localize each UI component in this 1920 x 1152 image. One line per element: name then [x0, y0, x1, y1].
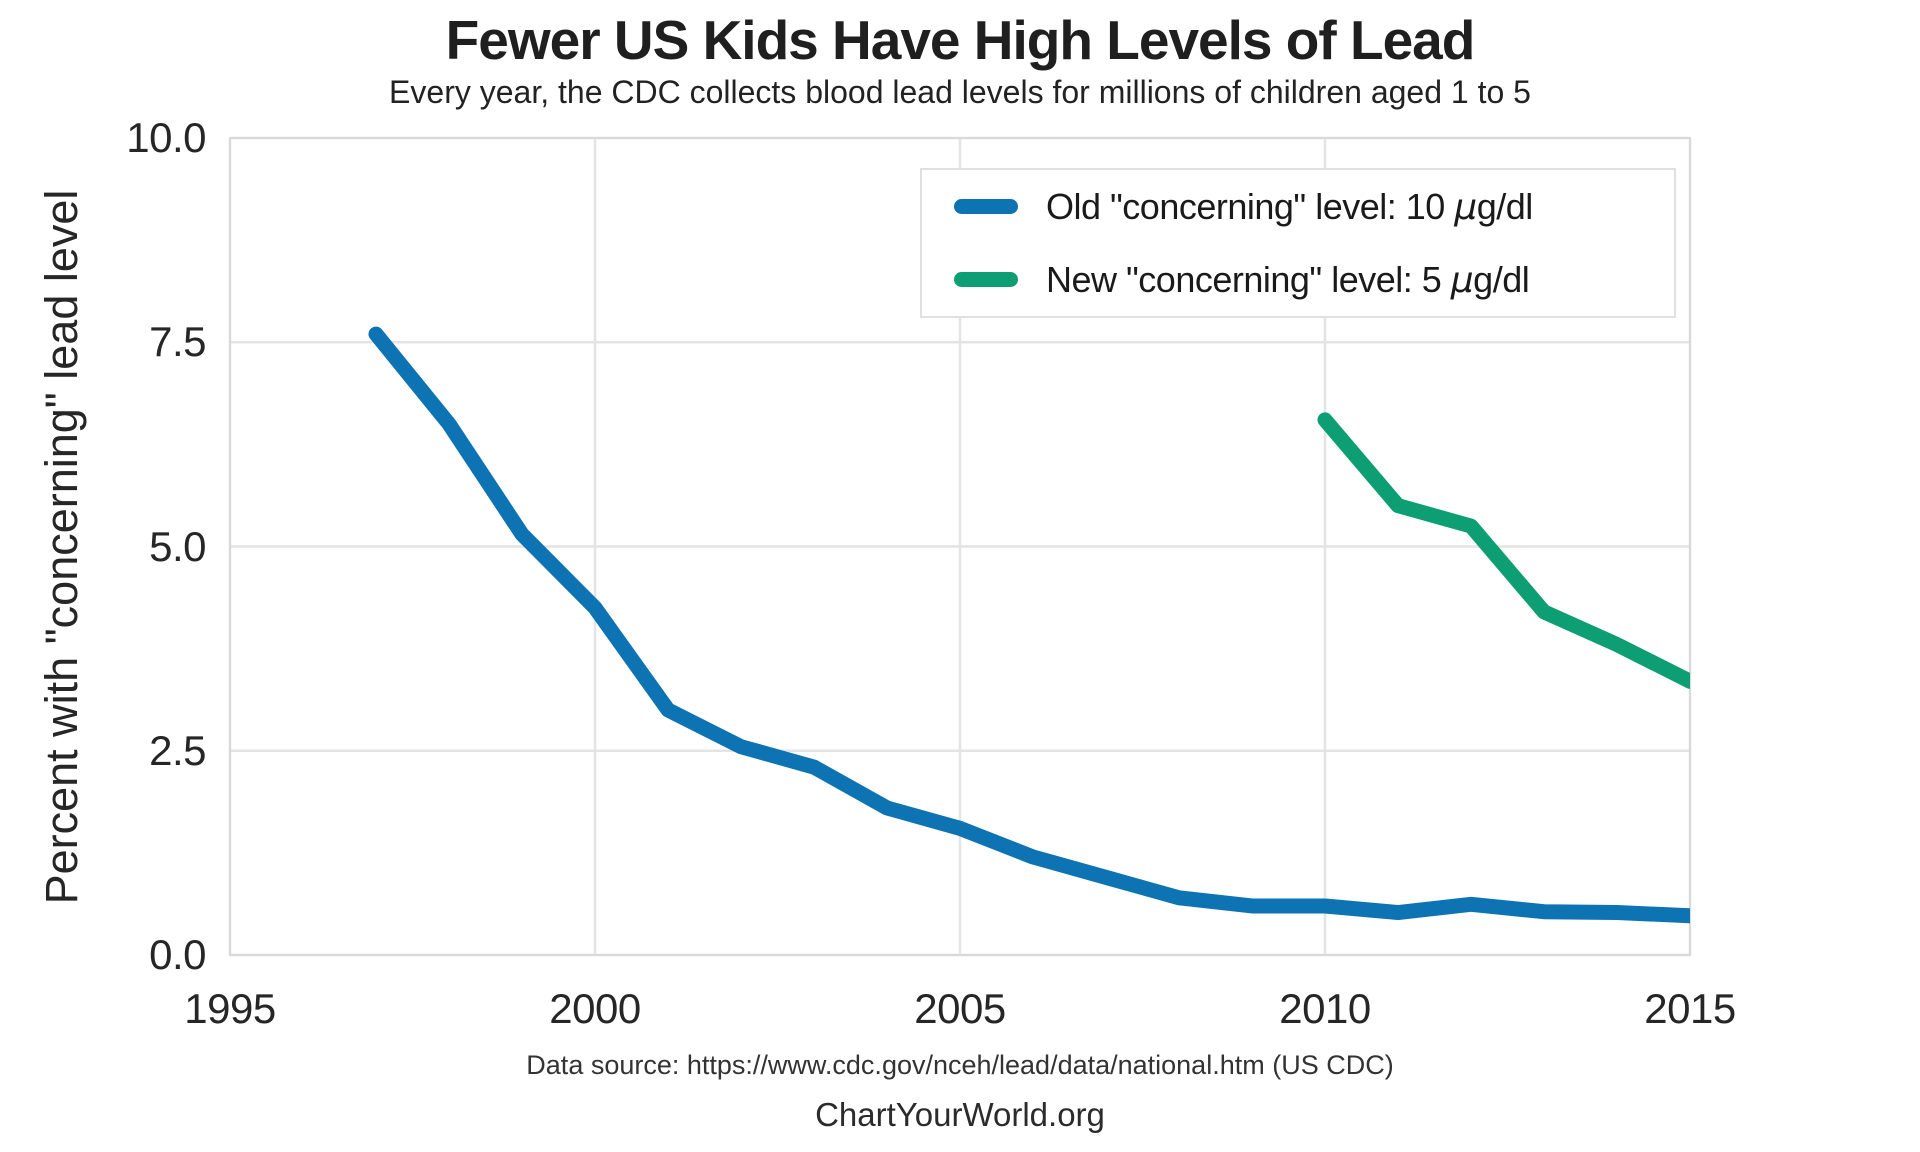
- legend-label-old-text: Old "concerning" level: 10: [1046, 185, 1455, 227]
- legend: Old "concerning" level: 10 μg/dl New "co…: [920, 168, 1676, 318]
- legend-item-new-level: New "concerning" level: 5 μg/dl: [922, 243, 1674, 316]
- series-line-old-level: [368, 326, 1690, 924]
- x-tick-label: 2000: [549, 985, 641, 1032]
- mu-symbol: μ: [1454, 186, 1477, 228]
- legend-swatch-new-level: [954, 272, 1018, 287]
- legend-swatch-old-level: [954, 199, 1018, 214]
- legend-label-new-level: New "concerning" level: 5 μg/dl: [1046, 258, 1530, 301]
- y-tick-label: 10.0: [126, 114, 206, 161]
- legend-label-old-level: Old "concerning" level: 10 μg/dl: [1046, 186, 1533, 228]
- y-tick-label: 2.5: [149, 726, 206, 774]
- mu-symbol: μ: [1450, 259, 1474, 301]
- chart-subtitle: Every year, the CDC collects blood lead …: [389, 74, 1531, 110]
- series-line-new-level: [1317, 412, 1690, 689]
- axes-spines: [229, 137, 1691, 956]
- legend-label-new-text: New "concerning" level: 5: [1046, 258, 1451, 300]
- x-tick-label: 2015: [1644, 985, 1736, 1032]
- x-tick-label: 1995: [184, 985, 276, 1032]
- brand-credit: ChartYourWorld.org: [815, 1096, 1105, 1133]
- legend-label-new-unit: g/dl: [1473, 258, 1530, 300]
- x-tick-label: 2005: [914, 985, 1006, 1032]
- chart-title: Fewer US Kids Have High Levels of Lead: [445, 9, 1476, 71]
- y-tick-label: 7.5: [149, 318, 206, 366]
- legend-item-old-level: Old "concerning" level: 10 μg/dl: [922, 170, 1674, 243]
- data-source-note: Data source: https://www.cdc.gov/nceh/le…: [526, 1050, 1394, 1080]
- y-tick-label: 5.0: [149, 522, 206, 570]
- y-tick-label: 0.0: [149, 931, 206, 978]
- x-tick-label: 2010: [1279, 985, 1371, 1032]
- legend-label-old-unit: g/dl: [1476, 185, 1534, 227]
